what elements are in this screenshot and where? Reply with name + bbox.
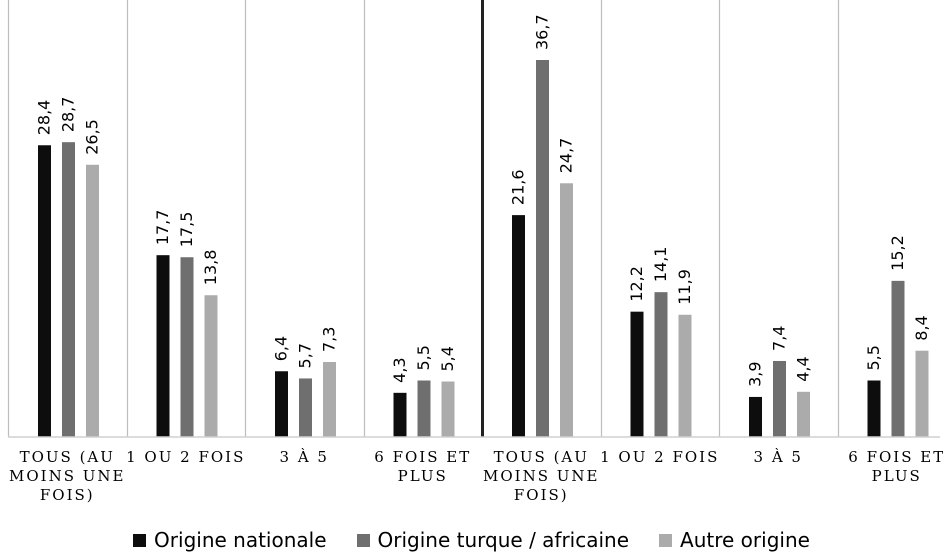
data-label: 28,4	[35, 100, 54, 136]
x-tick-label: PLUS	[398, 467, 448, 485]
data-label: 26,5	[83, 119, 102, 155]
bar	[654, 292, 668, 437]
data-label: 4,3	[390, 357, 409, 382]
legend-item-origine-turque-africaine: Origine turque / africaine	[356, 528, 630, 552]
data-label: 13,8	[201, 250, 220, 286]
value-labels: 28,4 28,7 26,5 17,7 17,5 13,8 6,4 5,7 7,3 4,3 5,5 5…	[35, 14, 932, 387]
x-tick-label: MOINS UNE	[483, 467, 599, 485]
legend: Origine nationale Origine turque / afric…	[0, 524, 943, 556]
data-label: 5,4	[438, 346, 457, 371]
data-label: 17,5	[177, 212, 196, 248]
bar	[86, 164, 99, 437]
x-tick-label: FOIS)	[514, 486, 569, 504]
x-tick-label: 1 OU 2 FOIS	[600, 448, 719, 466]
bar	[275, 371, 288, 437]
bar	[393, 392, 407, 437]
data-label: 5,7	[296, 343, 315, 368]
legend-item-autre-origine: Autre origine	[659, 528, 810, 552]
data-label: 21,6	[509, 169, 528, 205]
data-label: 7,3	[320, 327, 339, 352]
bar	[797, 391, 810, 437]
legend-label-origine-nationale: Origine nationale	[154, 528, 327, 552]
legend-label-origine-turque-africaine: Origine turque / africaine	[377, 528, 630, 552]
legend-label-autre-origine: Autre origine	[680, 528, 810, 552]
x-tick-label: 6 FOIS ET	[374, 448, 471, 466]
bar	[630, 311, 644, 437]
x-tick-label: 1 OU 2 FOIS	[126, 448, 245, 466]
bars	[38, 60, 929, 437]
x-tick-label: MOINS UNE	[9, 467, 125, 485]
bar	[204, 295, 218, 437]
legend-item-origine-nationale: Origine nationale	[133, 528, 327, 552]
data-label: 12,2	[627, 266, 646, 302]
data-label: 4,4	[794, 356, 813, 381]
data-label: 14,1	[651, 247, 670, 283]
data-label: 5,5	[414, 345, 433, 370]
data-label: 3,9	[746, 361, 765, 386]
x-tick-label: PLUS	[872, 467, 922, 485]
data-label: 28,7	[59, 97, 78, 133]
bar	[299, 378, 312, 437]
bar	[512, 215, 525, 437]
data-label: 5,5	[864, 345, 883, 370]
x-tick-label: TOUS (AU	[20, 448, 115, 466]
bar	[915, 350, 929, 437]
bar	[38, 145, 51, 437]
bar	[867, 380, 881, 437]
data-label: 8,4	[912, 315, 931, 340]
bar	[749, 396, 762, 437]
bar	[773, 360, 786, 437]
bar	[536, 60, 549, 437]
bar	[441, 381, 455, 437]
x-tick-label: FOIS)	[40, 486, 95, 504]
bar	[62, 142, 75, 437]
legend-swatch-origine-turque-africaine	[356, 533, 370, 547]
bar	[560, 183, 573, 437]
data-label: 17,7	[153, 210, 172, 246]
data-label: 24,7	[557, 138, 576, 174]
bar	[180, 257, 194, 437]
x-tick-label: 3 À 5	[280, 448, 329, 466]
x-tick-label: TOUS (AU	[494, 448, 589, 466]
x-tick-label: 3 À 5	[754, 448, 803, 466]
legend-swatch-autre-origine	[659, 533, 673, 547]
data-label: 15,2	[888, 235, 907, 271]
bar	[156, 255, 170, 437]
data-label: 36,7	[533, 14, 552, 50]
bar	[891, 280, 905, 437]
bar	[323, 362, 336, 437]
bar	[678, 314, 692, 437]
data-label: 11,9	[675, 269, 694, 305]
bar	[417, 380, 431, 437]
category-separators	[7, 0, 840, 437]
data-label: 7,4	[770, 326, 789, 351]
x-tick-label: 6 FOIS ET	[848, 448, 943, 466]
legend-swatch-origine-nationale	[133, 533, 147, 547]
data-label: 6,4	[272, 336, 291, 361]
